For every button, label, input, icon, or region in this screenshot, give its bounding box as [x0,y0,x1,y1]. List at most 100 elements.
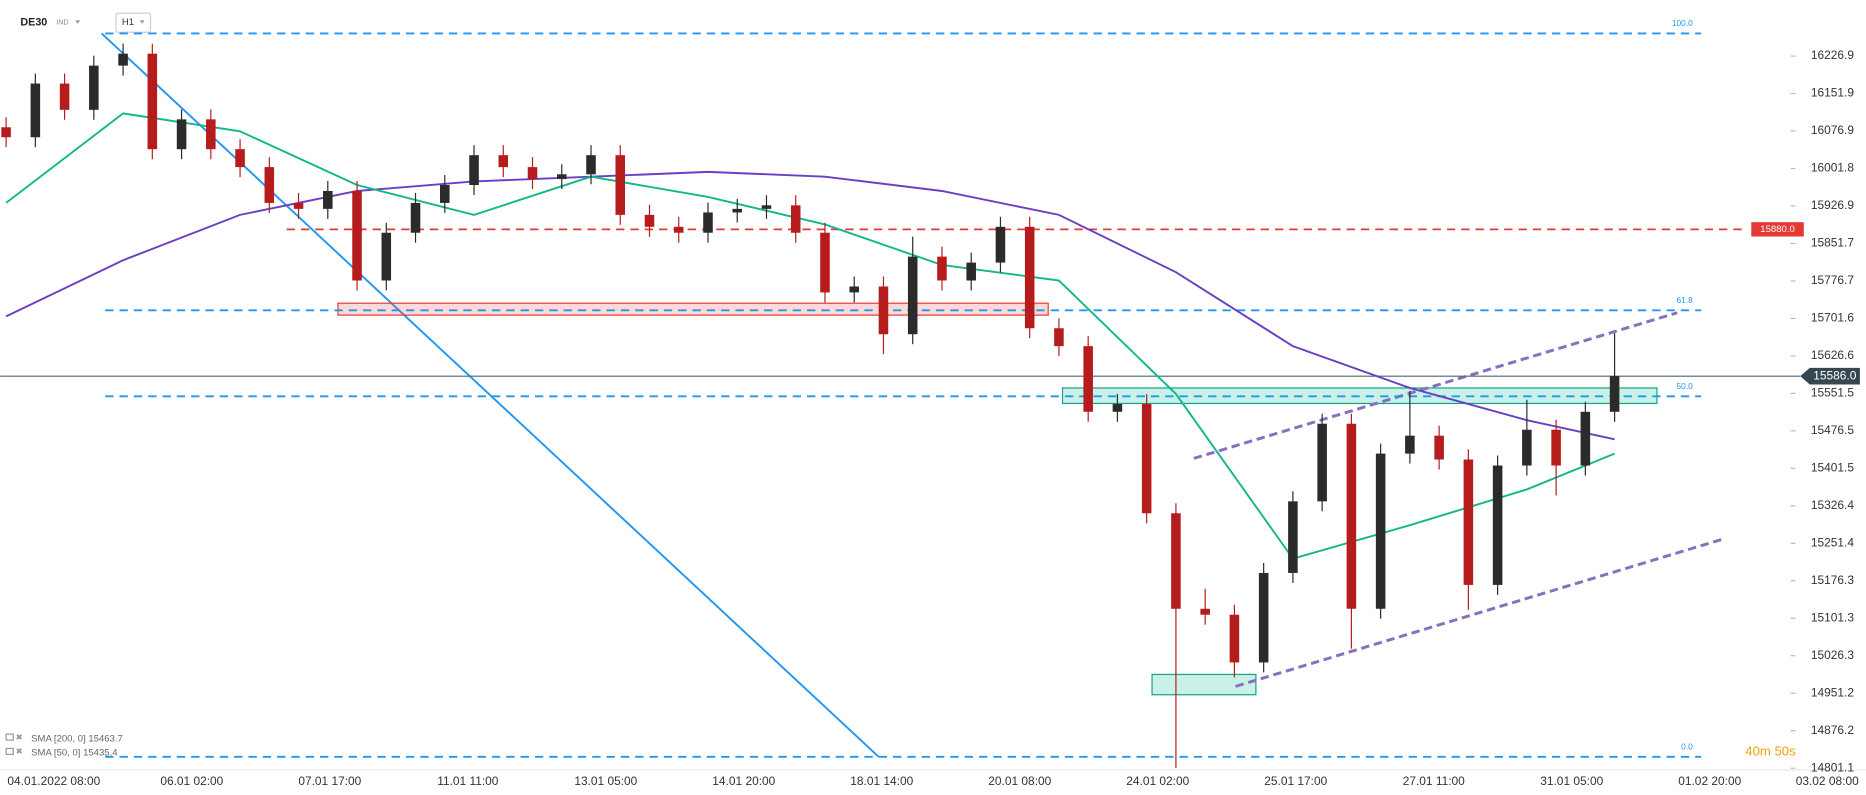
candle-body [1434,435,1444,460]
candle-body [1141,404,1152,514]
candle-body [1171,513,1181,609]
candle-body [966,262,976,281]
candle-body [1083,346,1093,412]
candle-body [790,205,801,233]
candle-body [937,256,947,281]
candle-body [1317,423,1327,502]
interval-box[interactable] [115,12,152,33]
candle-body [1,127,11,138]
candle-body [1054,328,1064,347]
y-tick-label: 15626.6 [1811,348,1854,362]
y-tick-label: 14951.2 [1811,685,1854,699]
y-tick-label: 16001.8 [1811,161,1854,175]
candle-body [469,155,479,185]
candle-body [293,202,304,209]
price-line-tag [1751,222,1804,237]
market: IND [56,19,68,27]
candle-body [761,205,772,209]
candle-body [381,232,392,281]
candle-body [1288,501,1298,573]
candle-body [644,214,655,227]
candle-body [1492,465,1503,585]
y-tick-label: 15026.3 [1811,648,1854,662]
candle-body [1375,453,1386,609]
dropdown-icon[interactable] [139,20,145,24]
y-tick-label: 16226.9 [1811,48,1854,62]
x-tick-label: 25.01 17:00 [1264,774,1327,788]
candle-body [527,167,538,180]
x-tick-label: 20.01 08:00 [988,774,1051,788]
candle-body [1200,608,1210,615]
candle-body [878,286,889,335]
fib-label: 100.0 [1672,18,1693,28]
candle-body [849,286,859,293]
candle-body [556,174,567,180]
y-tick-label: 15101.3 [1811,610,1854,624]
x-tick-label: 06.01 02:00 [160,774,223,788]
y-tick-label: 16076.9 [1811,123,1854,137]
y-tick-label: 14801.1 [1811,760,1854,774]
x-tick-label: 27.01 11:00 [1403,774,1465,788]
candle-body [907,256,918,335]
plot-area: 16226.9 16151.9 16076.9 16001.8 15926.9 15851… [0,18,1866,788]
candle-body [440,184,450,203]
candle-body [732,208,743,213]
y-tick-label: 14876.2 [1811,723,1854,737]
candle-body [352,190,362,281]
fib-label: 50.0 [1677,381,1694,391]
channel-line[interactable] [1193,311,1678,460]
candle-body [176,119,187,150]
candle-body [147,53,158,150]
candle-body [1405,435,1415,454]
x-tick-label: 03.02 08:00 [1796,774,1859,788]
x-tick-label: 31.01 05:00 [1540,774,1603,788]
y-tick-label: 15326.4 [1811,498,1854,512]
candle-body [410,202,421,233]
sma-line [5,170,1615,441]
candle-body [1112,404,1123,412]
candle-body [264,167,275,203]
legend-icon[interactable] [5,733,14,741]
candle-body [1024,226,1035,329]
x-tick-label: 04.01.2022 08:00 [7,774,100,788]
y-tick-label: 15551.5 [1811,386,1854,400]
legend-icon[interactable]: ✖ [16,732,23,742]
legend-icon[interactable] [5,747,14,756]
candle-body [703,212,713,233]
candle-body [1551,429,1561,466]
candle-timer: 40m 50s [1745,743,1796,758]
y-tick-label: 15476.5 [1811,423,1854,437]
candle-body [1258,572,1269,663]
y-tick-label: 15851.7 [1811,236,1854,250]
legend-icon[interactable]: ✖ [16,746,23,756]
x-tick-label: 11.01 11:00 [437,774,499,788]
y-tick-label: 16151.9 [1811,86,1854,100]
candle-body [118,53,128,66]
x-tick-label: 01.02 20:00 [1678,774,1741,788]
current-price-label: 15586.0 [1813,368,1856,382]
candle-body [1580,411,1591,466]
y-tick-label: 15701.6 [1811,311,1854,325]
candle-body [1463,459,1474,585]
fib-label: 0.0 [1681,741,1693,751]
y-tick-label: 15251.4 [1811,535,1854,549]
candle-body [59,83,70,110]
candle-body [615,155,626,215]
x-tick-label: 07.01 17:00 [298,774,361,788]
symbol[interactable]: DE30 [20,17,47,29]
resistance-zone[interactable] [337,302,1049,316]
candle-body [586,155,596,175]
legend-entry: SMA [50, 0] 15435.4 [31,748,118,759]
support-zone[interactable] [1151,673,1257,696]
y-tick-label: 15176.3 [1811,573,1854,587]
candle-body [498,155,509,168]
trend-line[interactable] [100,32,880,758]
candle-body [235,149,245,168]
dropdown-icon[interactable] [75,20,81,24]
channel-line[interactable] [1235,538,1722,688]
interval[interactable]: H1 [122,17,134,28]
fib-label: 61.8 [1677,295,1694,305]
candle-body [89,65,99,110]
